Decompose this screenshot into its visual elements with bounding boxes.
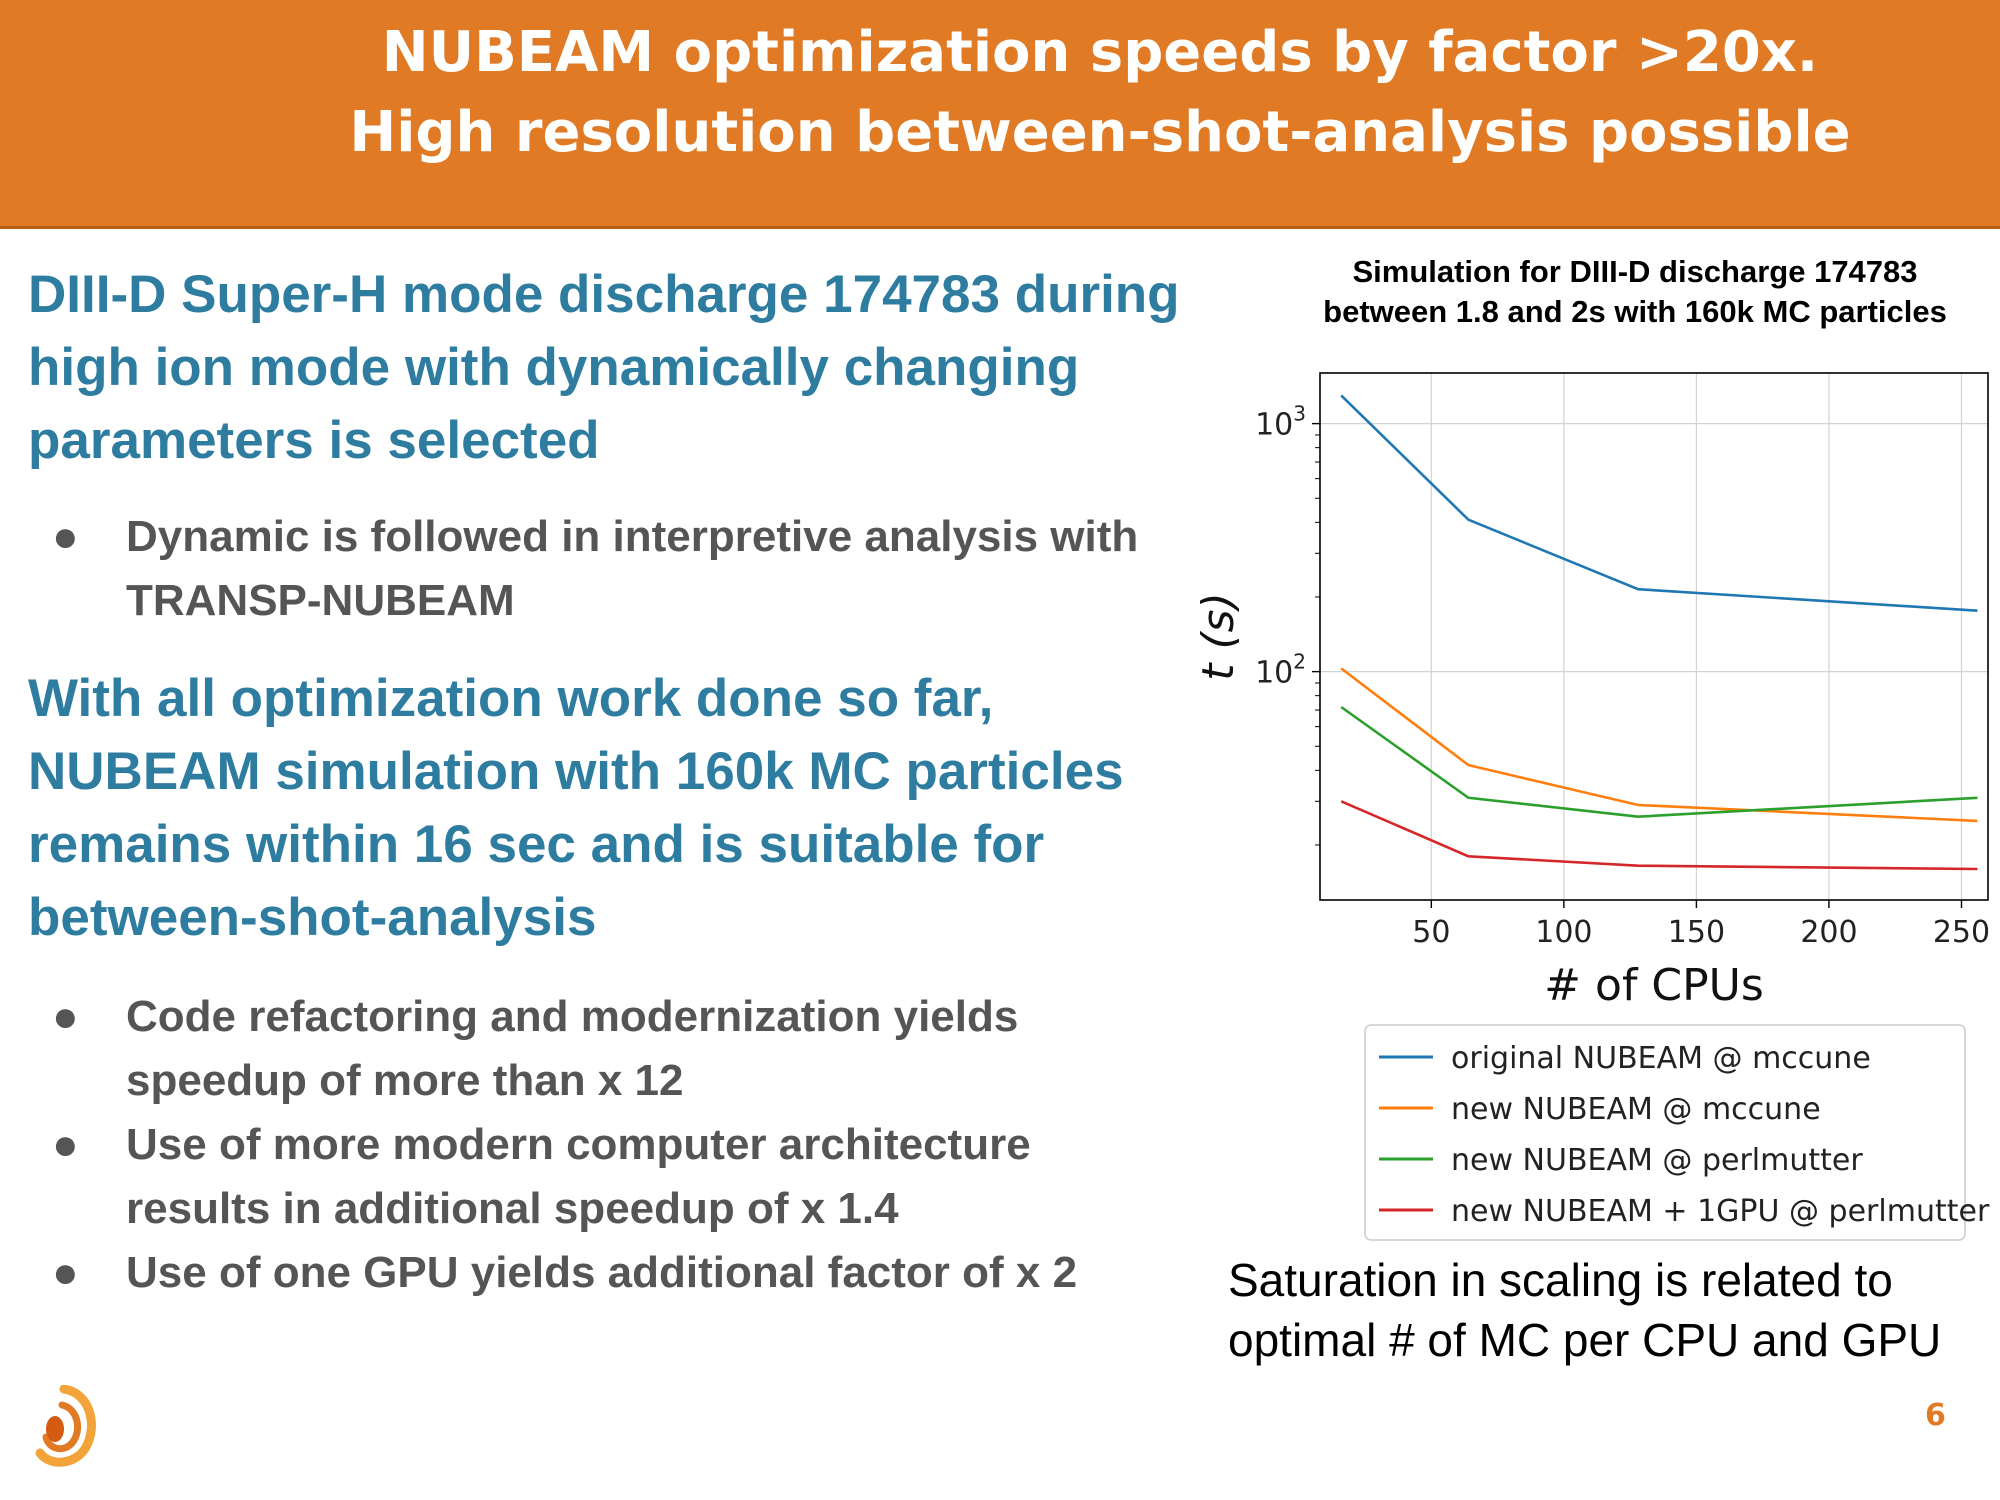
legend-box	[1364, 1024, 1966, 1241]
chart-title: Simulation for DIII-D discharge 174783 b…	[1275, 252, 1995, 332]
intro-line-2: high ion mode with dynamically changing	[28, 338, 1080, 397]
series-line	[1340, 800, 1978, 871]
chart-title-line-2: between 1.8 and 2s with 160k MC particle…	[1323, 294, 1947, 329]
intro-line-1: DIII-D Super-H mode discharge 174783 dur…	[28, 265, 1180, 324]
series-line	[1340, 667, 1978, 823]
chart-caption: Saturation in scaling is related to opti…	[1228, 1250, 1941, 1370]
page-number: 6	[1925, 1398, 1946, 1433]
bullet-dot-icon: ●	[52, 1248, 79, 1297]
bullet-item: ● Use of one GPU yields additional facto…	[40, 1241, 1240, 1305]
bullet-item: ● Code refactoring and modernization yie…	[40, 985, 1240, 1113]
x-tick-label: 100	[1535, 915, 1592, 950]
chart-title-line-1: Simulation for DIII-D discharge 174783	[1352, 254, 1918, 289]
title-line-1: NUBEAM optimization speeds by factor >20…	[381, 20, 1819, 85]
x-axis-label: # of CPUs	[1544, 960, 1764, 1011]
bullet-line-2: TRANSP-NUBEAM	[126, 576, 515, 625]
legend-label: new NUBEAM + 1GPU @ perlmutter	[1451, 1194, 1990, 1229]
series-line	[1340, 394, 1978, 612]
bullet-line-2: speedup of more than x 12	[126, 1056, 684, 1105]
intro-line-3: parameters is selected	[28, 411, 600, 470]
bullet-line-1: Code refactoring and modernization yield…	[126, 992, 1019, 1041]
title-line-2: High resolution between-shot-analysis po…	[349, 100, 1851, 165]
legend-label: new NUBEAM @ perlmutter	[1451, 1143, 1863, 1178]
bullet-item: ● Dynamic is followed in interpretive an…	[40, 505, 1240, 633]
x-tick-label: 200	[1800, 915, 1857, 950]
logo-icon	[28, 1384, 100, 1472]
x-tick-label: 50	[1412, 915, 1450, 950]
bottom-bullet-list: ● Code refactoring and modernization yie…	[40, 985, 1240, 1305]
caption-line-1: Saturation in scaling is related to	[1228, 1254, 1893, 1306]
title-banner: NUBEAM optimization speeds by factor >20…	[0, 0, 2000, 229]
series-line	[1340, 705, 1978, 819]
summary-line-1: With all optimization work done so far,	[28, 669, 994, 728]
bullet-line-1: Dynamic is followed in interpretive anal…	[126, 512, 1139, 561]
x-tick-label: 250	[1933, 915, 1990, 950]
bullet-item: ● Use of more modern computer architectu…	[40, 1113, 1240, 1241]
y-tick-label: 102	[1255, 650, 1306, 691]
top-bullet-list: ● Dynamic is followed in interpretive an…	[40, 505, 1240, 633]
caption-line-2: optimal # of MC per CPU and GPU	[1228, 1314, 1942, 1366]
legend-label: original NUBEAM @ mccune	[1451, 1041, 1871, 1076]
intro-paragraph: DIII-D Super-H mode discharge 174783 dur…	[28, 258, 1228, 477]
y-tick-label: 103	[1255, 402, 1306, 443]
scaling-chart: 50 100 150 200 250 102 103 # of CPUs t (s) origin…	[1193, 372, 1990, 1241]
bullet-dot-icon: ●	[52, 512, 79, 561]
legend-label: new NUBEAM @ mccune	[1451, 1092, 1821, 1127]
bullet-dot-icon: ●	[52, 1120, 79, 1169]
summary-line-4: between-shot-analysis	[28, 888, 597, 947]
y-axis-label: t (s)	[1193, 592, 1244, 681]
summary-line-3: remains within 16 sec and is suitable fo…	[28, 815, 1045, 874]
x-tick-label: 150	[1668, 915, 1725, 950]
plot-frame	[1319, 372, 1989, 901]
bullet-line-1: Use of more modern computer architecture	[126, 1120, 1031, 1169]
bullet-line-2: results in additional speedup of x 1.4	[126, 1184, 899, 1233]
bullet-line-1: Use of one GPU yields additional factor …	[126, 1248, 1078, 1297]
summary-line-2: NUBEAM simulation with 160k MC particles	[28, 742, 1124, 801]
bullet-dot-icon: ●	[52, 992, 79, 1041]
summary-paragraph: With all optimization work done so far, …	[28, 662, 1228, 954]
